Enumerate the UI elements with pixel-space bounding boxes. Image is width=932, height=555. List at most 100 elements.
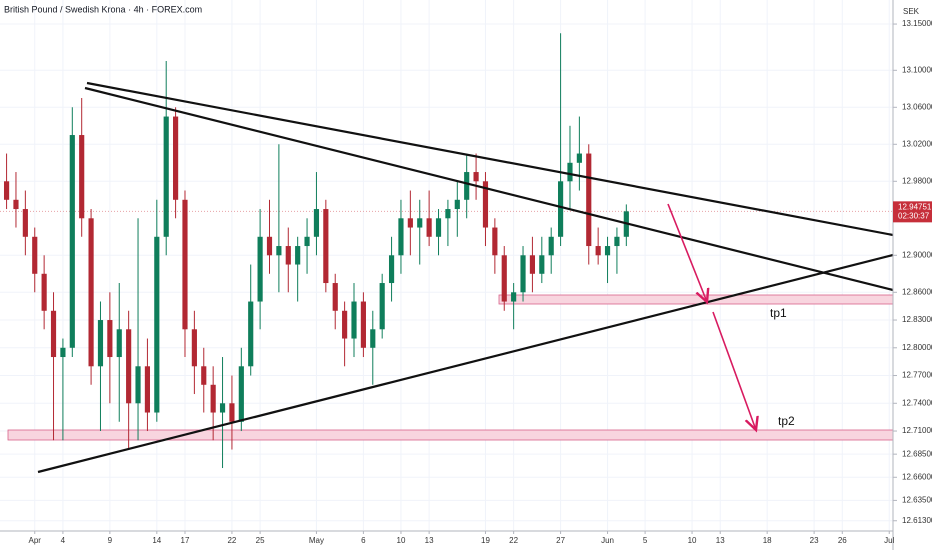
candle-body — [426, 218, 432, 237]
candle-body — [332, 283, 338, 311]
x-tick-label: 26 — [838, 536, 847, 545]
candle-body — [248, 301, 254, 367]
candle-body — [69, 135, 75, 348]
target-zone — [498, 294, 894, 305]
candle-body — [219, 403, 226, 413]
y-tick-label: 13.15000 — [902, 19, 932, 28]
candle-body — [567, 162, 573, 182]
x-tick-label: 5 — [643, 536, 648, 545]
x-tick-label: 27 — [556, 536, 565, 545]
x-tick-label: Apr — [29, 536, 42, 545]
candle-body — [3, 181, 10, 200]
arrow — [667, 203, 707, 302]
y-tick-label: 13.10000 — [902, 65, 932, 74]
candle-body — [576, 153, 582, 163]
x-tick-label: Jul — [884, 536, 894, 545]
candle-body — [398, 218, 404, 256]
x-tick-label: 19 — [481, 536, 490, 545]
candle-body — [539, 255, 545, 274]
x-tick-label: 13 — [716, 536, 725, 545]
candles — [3, 33, 629, 469]
candle-body — [595, 246, 601, 256]
candle-body — [276, 246, 282, 256]
y-tick-label: 12.80000 — [902, 343, 932, 352]
candle-body — [604, 246, 611, 256]
candle-body — [182, 199, 188, 330]
chart-title: British Pound / Swedish Krona · 4h · FOR… — [4, 4, 202, 14]
candle-body — [492, 227, 498, 256]
candle-body — [285, 246, 291, 265]
x-tick-label: 18 — [763, 536, 772, 545]
candle-body — [41, 273, 47, 311]
x-tick-label: Jun — [601, 536, 614, 545]
y-tick-label: 12.83000 — [902, 315, 932, 324]
candle-body — [32, 236, 38, 274]
currency-label: SEK — [903, 7, 920, 16]
x-tick-label: 4 — [61, 536, 66, 545]
last-price-label: 12.94751 — [898, 202, 932, 211]
y-tick-label: 12.68500 — [902, 449, 932, 458]
y-tick-label: 12.86000 — [902, 287, 932, 296]
candle-body — [238, 366, 244, 422]
candle-body — [154, 236, 160, 413]
target-zone — [7, 429, 894, 441]
y-tick-label: 12.98000 — [902, 176, 932, 185]
candle-body — [229, 403, 235, 422]
x-tick-label: May — [309, 536, 324, 545]
y-tick-label: 12.74000 — [902, 398, 932, 407]
y-tick-label: 12.61300 — [902, 516, 932, 525]
candle-body — [135, 366, 141, 404]
trend-line — [37, 253, 894, 474]
candle-body — [388, 255, 395, 284]
candle-body — [173, 116, 179, 200]
candle-body — [417, 218, 423, 228]
annotation: tp1 — [770, 306, 787, 320]
candle-body — [116, 329, 122, 358]
candle-body — [511, 292, 517, 302]
candle-body — [266, 236, 273, 256]
candle-body — [313, 209, 320, 237]
candle-body — [445, 209, 451, 219]
candle-body — [464, 172, 470, 200]
candle-body — [295, 246, 301, 265]
y-tick-label: 12.71000 — [902, 426, 932, 435]
candle-body — [107, 320, 113, 358]
candle-body — [558, 181, 564, 237]
y-tick-label: 12.90000 — [902, 250, 932, 259]
axes: 13.15000 13.10000 13.06000 13.02000 12.98000… — [29, 19, 932, 545]
y-tick-label: 12.63500 — [902, 496, 932, 505]
trend-line — [86, 81, 894, 237]
candle-body — [144, 366, 151, 413]
candle-body — [454, 199, 460, 210]
candle-body — [323, 209, 329, 284]
candle-body — [88, 218, 94, 367]
candle-body — [379, 283, 385, 330]
candle-body — [126, 329, 132, 404]
y-tick-label: 13.02000 — [902, 139, 932, 148]
x-tick-label: 17 — [181, 536, 190, 545]
candle-body — [210, 384, 216, 413]
x-tick-label: 22 — [509, 536, 518, 545]
x-tick-label: 10 — [688, 536, 697, 545]
last-price-box — [893, 201, 932, 223]
x-tick-label: 6 — [361, 536, 366, 545]
candle-body — [304, 236, 310, 247]
y-tick-label: 12.77000 — [902, 371, 932, 380]
x-tick-label: 23 — [810, 536, 819, 545]
arrow — [712, 311, 756, 430]
annotation: tp2 — [778, 414, 795, 428]
x-tick-label: 10 — [397, 536, 406, 545]
candle-body — [520, 255, 526, 293]
candle-body — [351, 301, 357, 339]
candle-body — [97, 320, 104, 367]
candle-body — [435, 218, 442, 237]
x-tick-label: 13 — [425, 536, 434, 545]
candle-body — [342, 310, 348, 339]
x-tick-label: 14 — [152, 536, 161, 545]
candle-body — [191, 329, 197, 367]
candle-body — [370, 329, 376, 348]
y-tick-label: 12.66000 — [902, 472, 932, 481]
